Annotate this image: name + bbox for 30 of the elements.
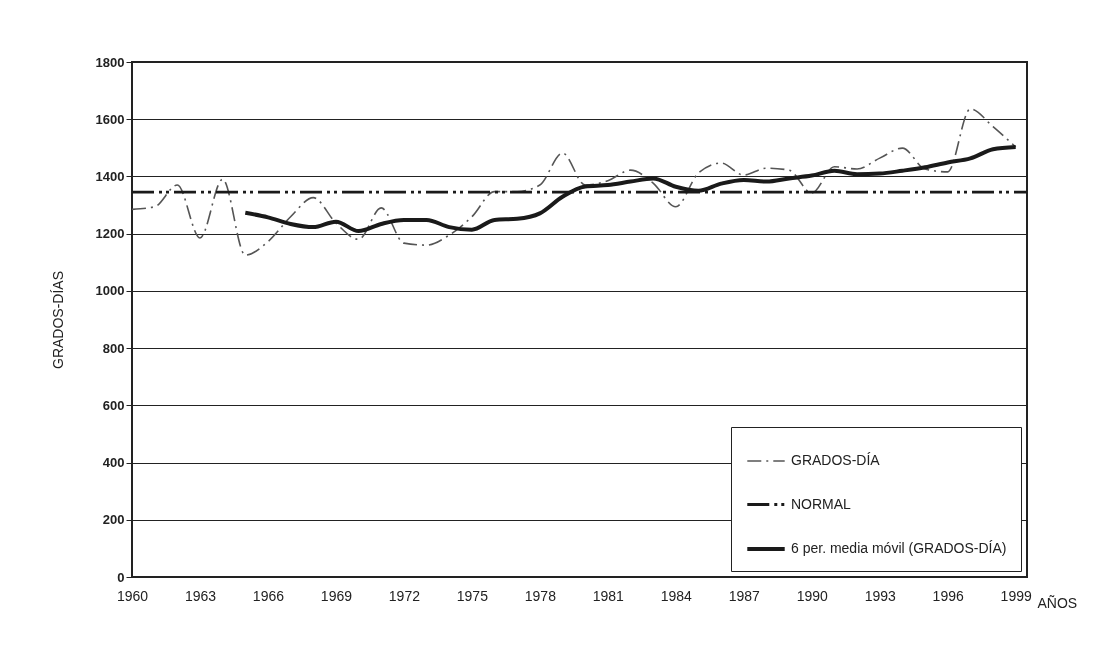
y-tick-label: 1600 (95, 111, 125, 127)
y-tick-label: 1800 (95, 54, 125, 70)
y-tick-label: 600 (102, 397, 125, 413)
y-tick-label: 1000 (95, 283, 125, 299)
y-tick-label: 200 (102, 512, 125, 528)
x-tick-label: 1972 (388, 587, 421, 604)
legend-label: 6 per. media móvil (GRADOS-DÍA) (791, 540, 1007, 556)
y-tick-label: 800 (102, 340, 125, 356)
x-tick-label: 1984 (660, 587, 693, 604)
x-tick-label: 1969 (320, 587, 353, 604)
x-tick-label: 1999 (1000, 587, 1032, 604)
x-tick-label: 1975 (456, 587, 489, 604)
line-series (131, 108, 1017, 256)
x-axis-title: AÑOS (1037, 594, 1078, 611)
legend-label: NORMAL (791, 495, 852, 512)
y-tick-label: 400 (102, 455, 125, 471)
x-tick-label: 1966 (252, 587, 285, 604)
legend-label: GRADOS-DÍA (791, 452, 881, 468)
y-tick-label: 1400 (95, 168, 125, 184)
x-tick-label: 1963 (184, 587, 217, 604)
x-tick-label: 1981 (592, 587, 625, 604)
x-tick-label: 1990 (796, 587, 829, 604)
x-tick-label: 1993 (864, 587, 896, 604)
y-axis-title: GRADOS-DÍAS (49, 270, 66, 370)
x-tick-label: 1960 (116, 587, 149, 604)
x-tick-label: 1978 (524, 587, 557, 604)
x-tick-label: 1996 (932, 587, 964, 604)
y-tick-label: 1200 (95, 226, 125, 242)
y-tick-label: 0 (117, 569, 125, 585)
x-tick-label: 1987 (728, 587, 761, 604)
